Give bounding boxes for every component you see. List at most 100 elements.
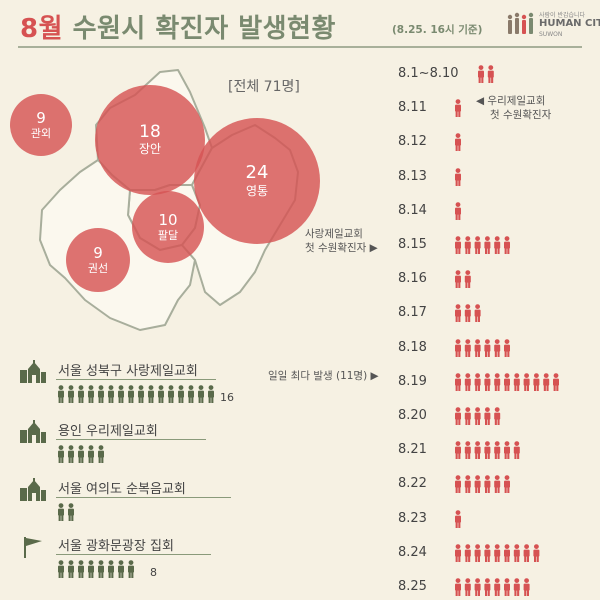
person-icon (98, 385, 104, 403)
case-person-icon (533, 543, 540, 562)
logo-tagline: 사람이 반갑습니다 (539, 12, 586, 19)
cluster-sarang: 서울 성북구 사랑제일교회 16 (18, 360, 248, 420)
date-label: 8.12 (398, 134, 427, 150)
case-person-icon (464, 304, 471, 323)
district-name: 영통 (245, 184, 269, 198)
person-icon (118, 560, 124, 578)
daily-count-bar (455, 338, 510, 357)
case-person-icon (464, 407, 471, 425)
annotation-line2: 첫 수원확진자 (490, 108, 552, 121)
daily-count-bar (455, 475, 510, 494)
title-month: 8월 (20, 14, 64, 44)
case-person-icon (474, 236, 481, 254)
case-person-icon (464, 372, 471, 391)
district-circle-jangan: 18 장안 (95, 85, 205, 195)
person-icon (148, 385, 154, 403)
case-person-icon (474, 304, 481, 323)
case-person-icon (494, 543, 501, 562)
daily-count-bar (455, 133, 461, 152)
person-icon (138, 385, 144, 403)
church-icon (20, 360, 46, 383)
date-label: 8.18 (398, 339, 427, 355)
date-label: 8.1~8.10 (398, 66, 459, 81)
date-label: 8.15 (398, 237, 427, 252)
case-person-icon (455, 236, 461, 254)
page-subtitle: (8.25. 16시 기준) (392, 24, 483, 36)
cluster-people-icons (58, 445, 104, 463)
date-label: 8.24 (398, 544, 427, 560)
people-logo-icon (507, 12, 534, 34)
case-person-icon (474, 441, 481, 460)
cluster-name: 서울 성북구 사랑제일교회 (58, 364, 198, 379)
case-person-icon (513, 543, 520, 562)
case-person-icon (455, 475, 461, 494)
date-label: 8.14 (398, 202, 427, 218)
cluster-count-label: 16 (220, 391, 234, 404)
daily-count-bar (455, 304, 481, 323)
person-icon (88, 385, 94, 403)
cluster-sunbogeum: 서울 여의도 순복음교회 (18, 478, 248, 538)
page-title: 8월 수원시 확진자 발생현황 (20, 8, 336, 45)
case-person-icon (464, 441, 471, 460)
case-person-icon (464, 475, 471, 494)
cluster-name: 서울 여의도 순복음교회 (58, 482, 186, 497)
case-person-icon (484, 338, 491, 357)
case-person-icon (484, 543, 491, 562)
person-icon (88, 445, 94, 463)
case-person-icon (484, 475, 491, 494)
case-person-icon (504, 236, 510, 254)
person-icon (108, 560, 114, 578)
person-icon (78, 385, 84, 403)
title-text: 수원시 확진자 발생현황 (63, 14, 336, 44)
annotation-line2: 첫 수원확진자 (305, 241, 367, 254)
person-icon (168, 385, 174, 403)
district-name: 장안 (138, 142, 162, 157)
case-person-icon (484, 441, 491, 460)
cluster-name: 용인 우리제일교회 (58, 424, 158, 439)
cluster-count-label: 8 (150, 566, 157, 579)
annotation-uri-first: ◀ 우리제일교회 첫 수원확진자 (476, 95, 552, 121)
district-circle-gwonseon: 9 권선 (66, 228, 130, 292)
case-person-icon (464, 543, 471, 562)
daily-count-bar (455, 407, 501, 425)
case-person-icon (523, 578, 530, 596)
person-icon (78, 560, 84, 578)
case-person-icon (455, 201, 461, 220)
daily-count-bar (478, 65, 494, 83)
district-count: 18 (139, 122, 161, 142)
case-person-icon (504, 578, 510, 596)
daily-count-bar (455, 509, 461, 528)
date-label: 8.20 (398, 408, 427, 423)
case-person-icon (504, 372, 510, 391)
cluster-uri: 용인 우리제일교회 (18, 420, 248, 480)
district-name: 관외 (30, 126, 52, 140)
annotation-line1: 우리제일교회 (487, 95, 546, 107)
case-person-icon (523, 543, 530, 562)
daily-count-bar (455, 167, 461, 186)
case-person-icon (474, 338, 481, 357)
person-icon (198, 385, 204, 403)
person-icon (58, 385, 64, 403)
person-icon (178, 385, 184, 403)
person-icon (188, 385, 194, 403)
person-icon (68, 385, 74, 403)
case-person-icon (455, 578, 461, 596)
case-person-icon (455, 304, 461, 323)
annotation-line1: 사랑제일교회 (305, 228, 363, 240)
case-person-icon (455, 543, 461, 562)
case-person-icon (455, 372, 461, 391)
case-person-icon (504, 543, 510, 562)
annotation-daily-max: 일일 최다 발생 (11명) ▶ (268, 370, 379, 382)
case-person-icon (464, 236, 471, 254)
district-name: 권선 (87, 261, 109, 275)
case-person-icon (455, 133, 461, 152)
case-person-icon (504, 475, 510, 494)
case-person-icon (487, 65, 494, 83)
date-label: 8.25 (398, 579, 427, 594)
date-label: 8.17 (398, 305, 427, 321)
cluster-people-icons (58, 503, 74, 521)
flag-icon (24, 537, 42, 558)
district-count: 24 (245, 162, 269, 184)
case-person-icon (504, 338, 510, 357)
case-person-icon (494, 236, 501, 254)
